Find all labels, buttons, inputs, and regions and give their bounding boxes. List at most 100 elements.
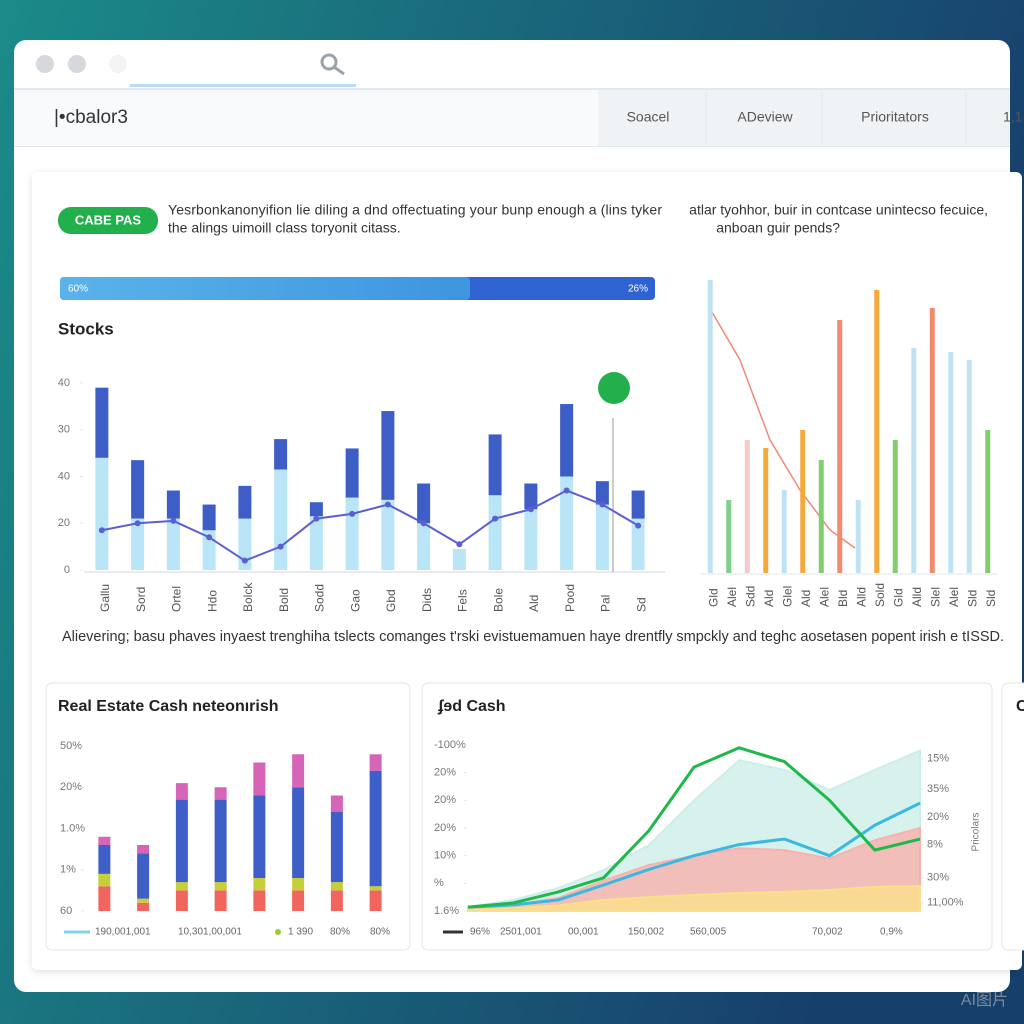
bar <box>166 490 180 519</box>
address-bar[interactable] <box>130 84 356 87</box>
bar <box>560 476 574 570</box>
point <box>349 510 356 517</box>
chart-title: Stocks <box>58 319 114 338</box>
x-tick-label: Gbd <box>384 589 398 612</box>
nav-item[interactable]: Prioritators <box>861 109 929 125</box>
bar <box>855 500 861 573</box>
badge-label: CABE PAS <box>75 212 142 227</box>
bar <box>98 836 111 845</box>
bar <box>985 430 991 573</box>
x-tick-label: Pood <box>563 584 577 612</box>
tick-label: 60 <box>60 905 72 917</box>
point <box>241 557 248 564</box>
bar <box>892 440 898 573</box>
bar <box>137 853 150 899</box>
trend-line <box>711 311 856 549</box>
description: anboan guir pends? <box>716 220 840 236</box>
bar <box>345 448 359 498</box>
progress-label: 26% <box>628 284 648 295</box>
legend-swatch <box>275 929 281 935</box>
point <box>170 517 177 524</box>
line <box>467 801 921 909</box>
x-tick-label: Alel <box>725 587 739 607</box>
x-tick-label: Ald <box>799 590 813 607</box>
bar <box>818 460 824 573</box>
tick-label: 30 <box>58 424 70 436</box>
tick-label: 20 <box>58 517 70 529</box>
point <box>635 522 642 529</box>
bar <box>948 352 954 573</box>
tick-label: 1.6% <box>434 905 459 917</box>
bar <box>175 882 188 891</box>
point <box>599 501 606 508</box>
legend-label: 190,001,001 <box>95 927 151 938</box>
bar <box>274 439 288 470</box>
x-tick-label: Alld <box>854 587 868 607</box>
bar <box>292 754 305 788</box>
x-tick-label: Sld <box>965 590 979 607</box>
x-tick-label: Bold <box>277 588 291 612</box>
legend-label: 2501,001 <box>500 927 542 938</box>
bar <box>95 387 109 458</box>
legend-label: 0,9% <box>880 927 903 938</box>
tick-label: 30% <box>927 872 949 884</box>
bar <box>560 404 574 477</box>
tick-label: 20% <box>60 781 82 793</box>
pin-marker[interactable] <box>598 372 630 404</box>
legend-label: 80% <box>370 927 390 938</box>
bar <box>309 502 323 517</box>
window-dot[interactable] <box>36 55 54 73</box>
x-tick-label: Alel <box>817 587 831 607</box>
bar <box>292 787 305 878</box>
point <box>527 506 534 513</box>
window-dot[interactable] <box>109 55 127 73</box>
tick-label: 40 <box>58 377 70 389</box>
x-tick-label: Ortel <box>170 586 184 612</box>
chart-title: ʄɘd Cash <box>437 698 506 715</box>
bar <box>137 898 150 903</box>
x-tick-label: Bld <box>836 590 850 607</box>
badge[interactable] <box>58 207 158 234</box>
bar <box>309 516 323 570</box>
x-tick-label: Bolck <box>241 582 255 612</box>
x-tick-label: Alel <box>947 587 961 607</box>
tick-label: 40 <box>58 470 70 482</box>
point <box>492 515 499 522</box>
bar <box>369 770 382 887</box>
bar <box>131 518 145 570</box>
bar <box>911 348 917 573</box>
bar <box>330 882 343 891</box>
bar <box>488 434 502 496</box>
progress-label: 60% <box>68 284 88 295</box>
nav-item[interactable]: ADeview <box>737 109 793 125</box>
point <box>563 487 570 494</box>
panel <box>45 682 411 951</box>
point <box>206 534 213 541</box>
search-icon[interactable] <box>320 53 345 76</box>
bar <box>253 795 266 878</box>
bar <box>214 882 227 891</box>
x-tick-label: Gld <box>891 588 905 607</box>
window-dot[interactable] <box>68 55 86 73</box>
bar <box>369 890 382 911</box>
bar <box>202 504 216 531</box>
x-tick-label: Gallu <box>98 584 112 612</box>
nav-item[interactable]: 1,1 <box>1003 109 1023 125</box>
x-tick-label: Alld <box>910 587 924 607</box>
bar <box>524 483 538 510</box>
description: atlar tyohhor, buir in contcase unintecs… <box>689 202 988 218</box>
bar <box>330 890 343 911</box>
nav-item[interactable]: Soacel <box>627 109 670 125</box>
x-tick-label: Ald <box>527 595 541 612</box>
point <box>313 515 320 522</box>
brand[interactable]: |•cbalor3 <box>54 107 128 128</box>
bar <box>417 483 431 524</box>
bar <box>330 795 343 812</box>
x-tick-label: Slel <box>928 587 942 607</box>
bar <box>707 280 713 573</box>
point <box>134 520 141 527</box>
legend-label: 70,002 <box>812 927 843 938</box>
bar <box>488 495 502 570</box>
